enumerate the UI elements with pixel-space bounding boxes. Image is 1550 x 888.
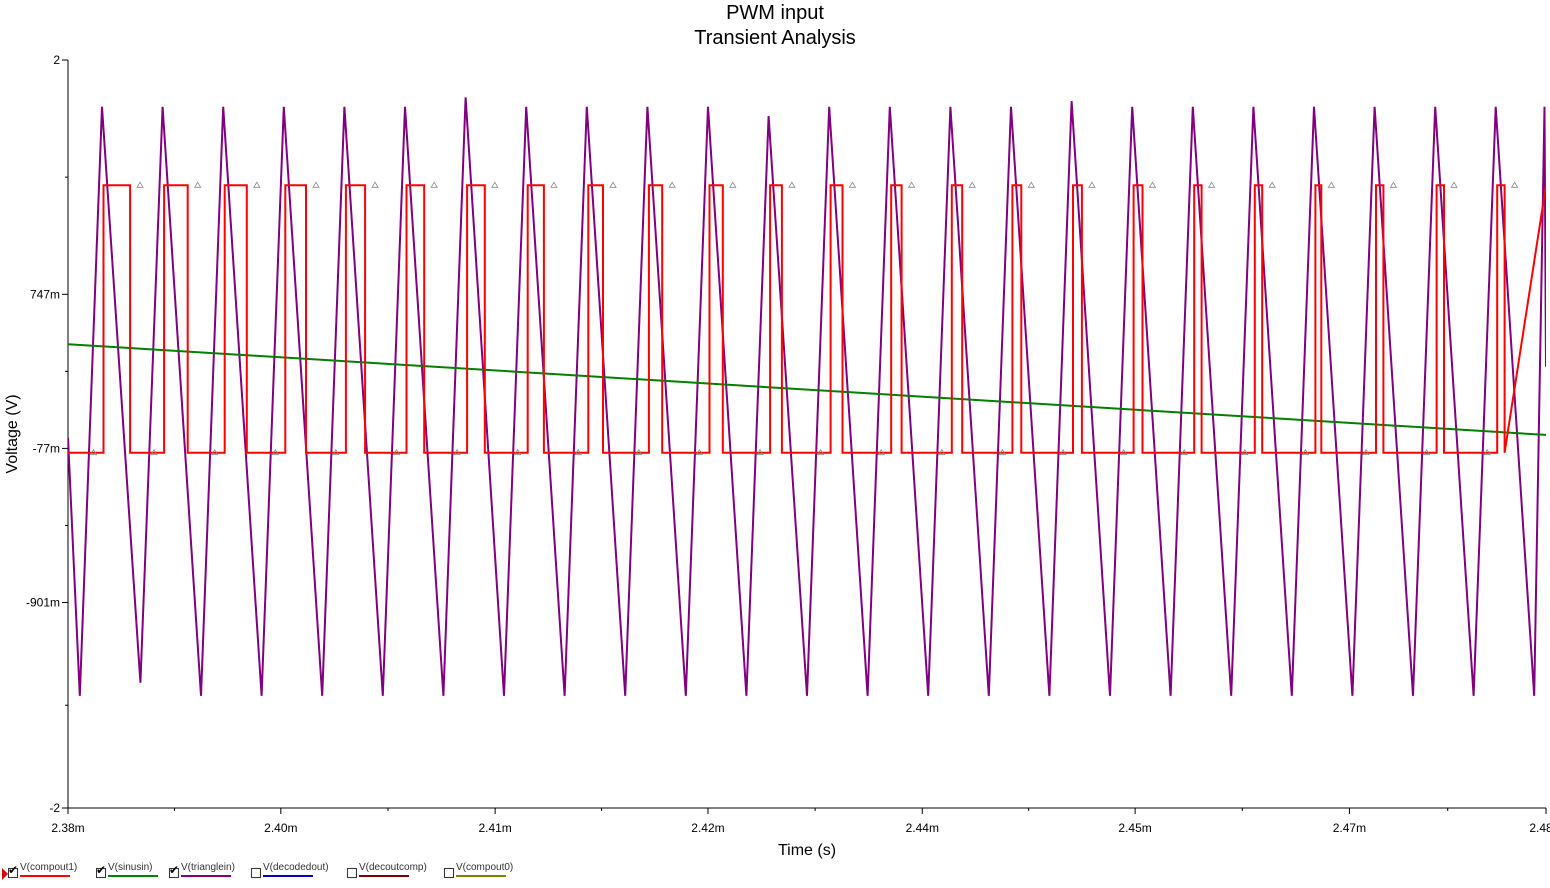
legend-checkbox[interactable] xyxy=(347,868,357,878)
legend-checkbox[interactable]: ✔ xyxy=(169,864,179,878)
x-tick-label: 2.42m xyxy=(691,821,724,835)
check-icon: ✔ xyxy=(96,863,107,877)
data-point-marker xyxy=(1027,181,1036,188)
legend-item-compout0[interactable]: V(compout0) xyxy=(444,860,534,884)
data-point-marker xyxy=(756,448,764,456)
x-tick-label: 2.44m xyxy=(906,821,939,835)
data-point-marker xyxy=(695,448,704,456)
check-icon: ✔ xyxy=(8,863,19,877)
data-point-marker xyxy=(136,181,144,188)
legend-label: V(trianglein) xyxy=(181,862,235,873)
data-point-marker xyxy=(194,181,202,188)
legend-label: V(compout1) xyxy=(20,862,78,873)
legend-checkbox[interactable] xyxy=(251,868,261,878)
x-tick-label: 2.38m xyxy=(51,821,84,835)
data-point-marker xyxy=(877,448,885,456)
data-point-marker xyxy=(312,181,320,188)
data-point-marker xyxy=(1422,448,1431,456)
y-tick-label: -2 xyxy=(49,801,60,815)
data-point-marker xyxy=(1119,448,1128,456)
x-tick-label: 2.45m xyxy=(1118,821,1151,835)
data-point-marker xyxy=(938,448,946,456)
data-point-marker xyxy=(332,448,340,456)
data-point-marker xyxy=(1241,448,1249,456)
data-point-marker xyxy=(1059,448,1067,456)
x-tick-label: 2.41m xyxy=(478,821,511,835)
series-trianglein xyxy=(68,97,1546,696)
series-compout1 xyxy=(68,184,1546,454)
legend-label: V(decoutcomp) xyxy=(359,862,427,873)
legend-item-trianglein[interactable]: ✔ V(trianglein) xyxy=(169,860,249,884)
data-point-marker xyxy=(1207,181,1216,188)
data-point-marker xyxy=(668,181,676,188)
data-point-marker xyxy=(1088,181,1096,188)
data-point-marker xyxy=(1450,181,1458,188)
data-point-marker xyxy=(816,448,825,456)
data-point-marker xyxy=(253,181,261,188)
data-point-marker xyxy=(1301,448,1310,456)
data-point-marker xyxy=(1327,181,1336,188)
x-tick-label: 2.48m xyxy=(1529,821,1550,835)
data-point-marker xyxy=(271,448,279,456)
chart-subtitle: Transient Analysis xyxy=(694,27,856,49)
legend-item-decoutcomp[interactable]: V(decoutcomp) xyxy=(347,860,437,884)
data-point-marker xyxy=(392,448,401,456)
legend-checkbox[interactable]: ✔ xyxy=(8,864,18,878)
legend-item-sinusin[interactable]: ✔ V(sinusin) xyxy=(96,860,176,884)
data-point-marker xyxy=(848,181,857,188)
data-point-marker xyxy=(453,448,461,456)
chart-title: PWM input xyxy=(726,2,824,24)
series-sinusin xyxy=(68,343,1546,436)
legend-checkbox[interactable]: ✔ xyxy=(96,864,106,878)
data-point-marker xyxy=(1148,181,1157,188)
data-point-marker xyxy=(1389,181,1398,188)
data-point-marker xyxy=(210,448,219,456)
legend-swatch xyxy=(263,875,313,877)
data-point-marker xyxy=(513,448,522,456)
y-axis-label: Voltage (V) xyxy=(4,394,21,473)
y-tick-label: -77m xyxy=(33,441,60,455)
x-tick-label: 2.40m xyxy=(264,821,297,835)
legend-swatch xyxy=(456,875,506,877)
data-point-marker xyxy=(1362,448,1370,456)
data-point-marker xyxy=(574,448,582,456)
data-point-marker xyxy=(1510,181,1519,188)
legend-swatch xyxy=(359,875,409,877)
data-point-marker xyxy=(968,181,976,188)
data-point-marker xyxy=(89,448,98,456)
legend-checkbox[interactable] xyxy=(444,868,454,878)
y-tick-label: -901m xyxy=(26,595,60,609)
legend-item-decodedout[interactable]: V(decodedout) xyxy=(251,860,341,884)
data-point-marker xyxy=(1268,181,1276,188)
selected-trace-marker xyxy=(2,868,8,880)
check-icon: ✔ xyxy=(169,863,180,877)
legend-label: V(sinusin) xyxy=(108,862,153,873)
data-point-marker xyxy=(1483,448,1491,456)
data-point-marker xyxy=(371,181,379,188)
legend-swatch xyxy=(108,875,158,877)
legend-label: V(compout0) xyxy=(456,862,514,873)
data-point-marker xyxy=(430,181,438,188)
y-tick-label: 747m xyxy=(30,287,60,301)
legend-label: V(decodedout) xyxy=(263,862,329,873)
data-point-marker xyxy=(788,181,796,188)
legend-item-compout1[interactable]: ✔ V(compout1) xyxy=(8,860,98,884)
data-point-marker xyxy=(150,448,158,456)
data-point-marker xyxy=(609,181,617,188)
data-point-marker xyxy=(491,181,499,188)
data-point-marker xyxy=(998,448,1007,456)
data-point-marker xyxy=(729,181,737,188)
legend-swatch xyxy=(20,875,70,877)
data-point-marker xyxy=(1180,448,1188,456)
y-tick-label: 2 xyxy=(53,53,60,67)
legend-swatch xyxy=(181,875,231,877)
data-point-marker xyxy=(635,448,643,456)
x-axis-label: Time (s) xyxy=(778,842,836,859)
x-tick-label: 2.47m xyxy=(1333,821,1366,835)
data-point-marker xyxy=(550,181,558,188)
data-point-marker xyxy=(907,181,916,188)
